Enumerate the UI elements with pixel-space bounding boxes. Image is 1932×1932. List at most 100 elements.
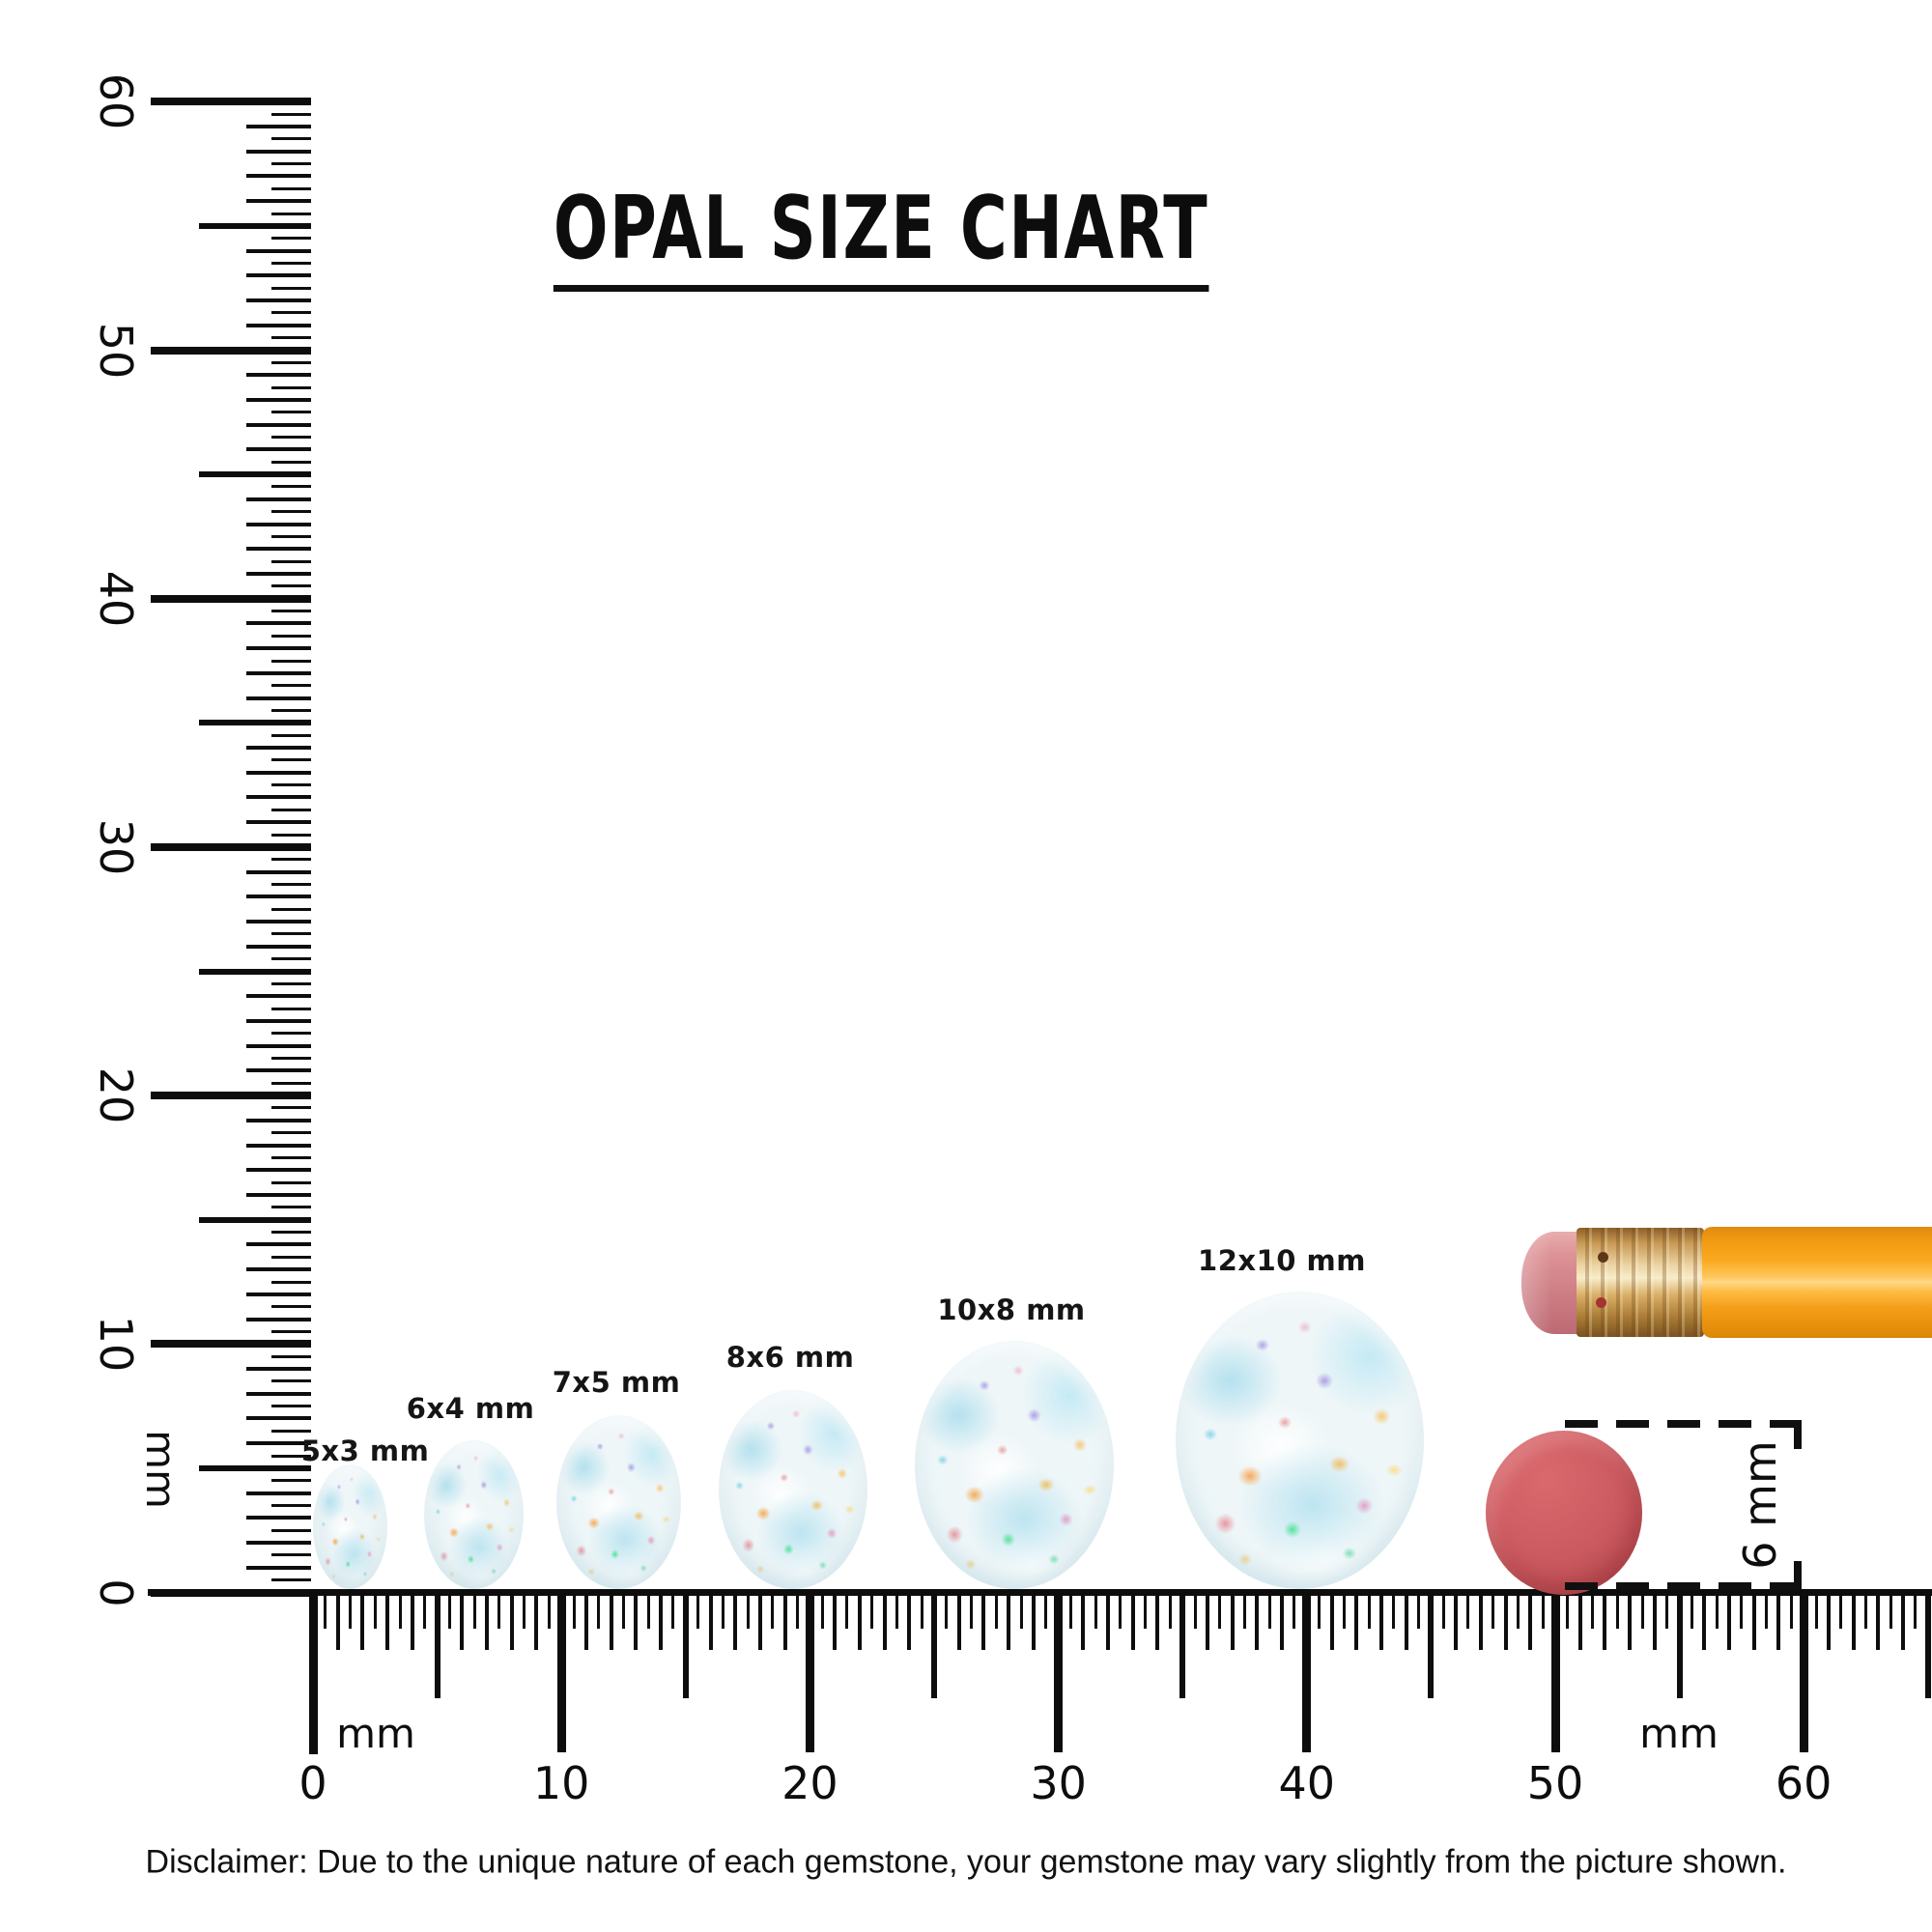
- ruler-tick: [246, 323, 311, 327]
- opal-gem-5x3mm: [312, 1464, 387, 1589]
- ruler-tick: [271, 1081, 311, 1085]
- ruler-tick: [271, 932, 311, 936]
- horizontal-ruler-unit-label-left: mm: [336, 1710, 415, 1757]
- ruler-tick: [659, 1590, 664, 1650]
- ruler-tick: [246, 422, 311, 427]
- ruler-tick: [1243, 1590, 1246, 1629]
- ruler-tick: [1751, 1590, 1756, 1650]
- ruler-tick: [151, 842, 311, 851]
- ruler-tick: [1068, 1590, 1072, 1629]
- ruler-tick: [151, 1340, 311, 1349]
- ruler-tick: [246, 746, 311, 751]
- ruler-tick: [271, 833, 311, 837]
- ruler-tick: [1144, 1590, 1148, 1629]
- ruler-tick: [246, 770, 311, 775]
- ruler-tick: [199, 720, 311, 726]
- opal-gem-10x8mm: [915, 1341, 1114, 1589]
- ruler-tick: [1727, 1590, 1732, 1650]
- ruler-tick: [271, 485, 311, 489]
- ruler-tick: [246, 1192, 311, 1197]
- ruler-tick: [981, 1590, 986, 1650]
- ruler-tick: [485, 1590, 490, 1650]
- ruler-tick: [1404, 1590, 1408, 1650]
- ruler-tick: [246, 920, 311, 924]
- ruler-tick: [820, 1590, 824, 1629]
- page-title: OPAL SIZE CHART: [553, 185, 1209, 292]
- ruler-tick: [271, 1106, 311, 1110]
- ruler-tick: [246, 1416, 311, 1421]
- ruler-tick: [271, 1032, 311, 1036]
- ruler-tick: [805, 1590, 814, 1752]
- ruler-tick: [757, 1590, 762, 1650]
- ruler-tick: [246, 621, 311, 626]
- ruler-tick: [1044, 1590, 1048, 1629]
- ruler-tick: [151, 98, 311, 106]
- ruler-tick: [246, 1118, 311, 1122]
- ruler-tick: [246, 149, 311, 154]
- ruler-tick: [271, 783, 311, 787]
- ruler-tick: [597, 1590, 601, 1629]
- ruler-tick: [646, 1590, 650, 1629]
- ruler-tick: [833, 1590, 838, 1650]
- ruler-tick: [271, 1503, 311, 1507]
- ruler-tick: [1280, 1590, 1285, 1650]
- pencil-ferrule-icon: [1577, 1228, 1704, 1337]
- ruler-tick: [246, 571, 311, 576]
- ruler-tick: [246, 497, 311, 501]
- ruler-tick: [771, 1590, 775, 1629]
- ruler-tick: [271, 1131, 311, 1135]
- ruler-tick: [497, 1590, 501, 1629]
- ruler-tick: [199, 968, 311, 975]
- ruler-tick: [271, 460, 311, 464]
- ruler-tick: [271, 1528, 311, 1532]
- ruler-tick-label: 60: [1775, 1757, 1833, 1809]
- ruler-tick: [1342, 1590, 1346, 1629]
- ruler-tick: [1715, 1590, 1719, 1629]
- ruler-tick: [271, 186, 311, 190]
- pencil-body: [1702, 1227, 1932, 1338]
- ruler-tick: [1205, 1590, 1209, 1650]
- ruler-tick: [920, 1590, 923, 1629]
- ruler-tick: [271, 1454, 311, 1458]
- opal-gem-6x4mm: [423, 1440, 524, 1589]
- ruler-tick: [845, 1590, 849, 1629]
- ruler-tick: [1550, 1590, 1560, 1752]
- ruler-tick: [246, 1068, 311, 1073]
- ruler-tick: [696, 1590, 700, 1629]
- ruler-tick: [1665, 1590, 1669, 1629]
- ruler-tick: [271, 336, 311, 340]
- ruler-tick: [994, 1590, 998, 1629]
- ruler-tick: [271, 708, 311, 712]
- ruler-tick: [1293, 1590, 1296, 1629]
- opal-size-label: 8x6 mm: [725, 1341, 855, 1374]
- ruler-tick: [1155, 1590, 1160, 1650]
- ruler-tick: [1179, 1590, 1186, 1698]
- ruler-tick: [1392, 1590, 1396, 1629]
- ruler-tick: [271, 1553, 311, 1557]
- ruler-tick: [1591, 1590, 1595, 1629]
- ruler-tick: [1516, 1590, 1520, 1629]
- ruler-tick: [246, 795, 311, 800]
- ruler-tick: [271, 311, 311, 315]
- ruler-tick: [271, 510, 311, 514]
- opal-gem-12x10mm: [1175, 1292, 1424, 1589]
- ruler-tick: [246, 1491, 311, 1495]
- ruler-tick: [246, 298, 311, 303]
- ruler-tick: [572, 1590, 576, 1629]
- ruler-tick: [199, 222, 311, 229]
- ruler-tick: [246, 125, 311, 129]
- ruler-tick: [271, 1057, 311, 1061]
- ruler-tick: [1851, 1590, 1856, 1650]
- ferrule-rivet-icon: [1598, 1252, 1608, 1263]
- ruler-tick: [1765, 1590, 1769, 1629]
- ruler-tick: [907, 1590, 912, 1650]
- ruler-tick-label: 0: [90, 1577, 142, 1607]
- ruler-tick: [385, 1590, 390, 1650]
- ruler-tick: [1130, 1590, 1135, 1650]
- opal-size-label: 7x5 mm: [552, 1366, 681, 1399]
- ruler-tick: [1428, 1590, 1435, 1698]
- ruler-tick: [1094, 1590, 1097, 1629]
- ruler-tick: [556, 1590, 566, 1752]
- ruler-tick-label: 20: [781, 1757, 838, 1809]
- ruler-tick: [151, 594, 311, 603]
